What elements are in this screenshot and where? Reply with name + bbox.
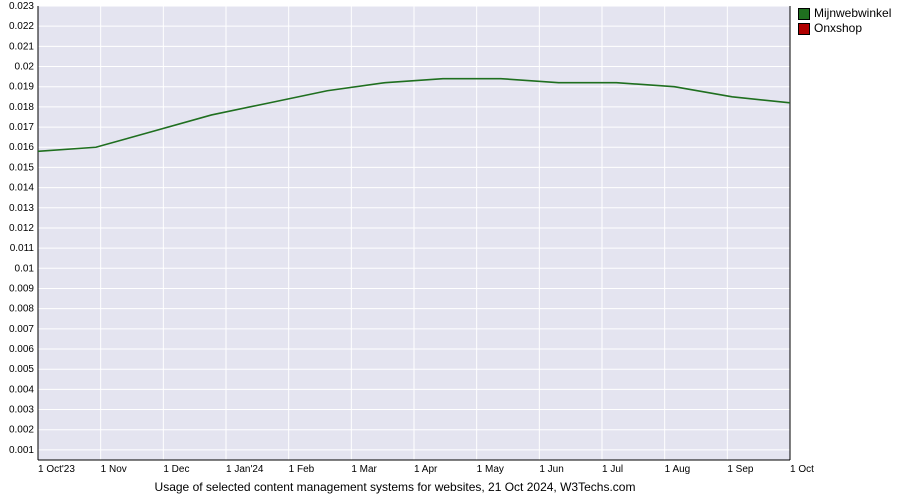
svg-text:1 Jul: 1 Jul: [602, 464, 623, 475]
legend-label: Onxshop: [814, 21, 862, 36]
chart-caption: Usage of selected content management sys…: [0, 480, 790, 494]
svg-text:1 Jun: 1 Jun: [539, 464, 563, 475]
legend-item: Onxshop: [798, 21, 891, 36]
svg-text:0.02: 0.02: [15, 62, 35, 73]
svg-text:0.023: 0.023: [9, 1, 34, 12]
legend-item: Mijnwebwinkel: [798, 6, 891, 21]
svg-text:0.016: 0.016: [9, 142, 34, 153]
svg-text:1 Oct'23: 1 Oct'23: [38, 464, 75, 475]
line-chart: 0.001 0.002 0.003 0.004 0.005 0.006 0.007 0.008…: [0, 0, 900, 500]
svg-text:1 Sep: 1 Sep: [727, 464, 754, 475]
svg-text:0.022: 0.022: [9, 21, 34, 32]
svg-text:1 Mar: 1 Mar: [351, 464, 377, 475]
svg-text:0.001: 0.001: [9, 445, 34, 456]
svg-text:0.005: 0.005: [9, 364, 34, 375]
svg-text:0.017: 0.017: [9, 122, 34, 133]
svg-text:0.013: 0.013: [9, 203, 34, 214]
svg-text:0.002: 0.002: [9, 425, 34, 436]
svg-text:1 Feb: 1 Feb: [289, 464, 315, 475]
chart-container: 0.001 0.002 0.003 0.004 0.005 0.006 0.007 0.008…: [0, 0, 900, 500]
legend-swatch-icon: [798, 23, 810, 35]
svg-text:0.01: 0.01: [15, 263, 35, 274]
svg-text:1 Aug: 1 Aug: [665, 464, 691, 475]
legend-swatch-icon: [798, 8, 810, 20]
svg-text:0.011: 0.011: [10, 243, 35, 254]
svg-text:0.006: 0.006: [9, 344, 34, 355]
svg-text:0.014: 0.014: [9, 183, 34, 194]
svg-text:0.003: 0.003: [9, 405, 34, 416]
svg-text:0.019: 0.019: [9, 82, 34, 93]
svg-text:1 Nov: 1 Nov: [101, 464, 127, 475]
legend-label: Mijnwebwinkel: [814, 6, 891, 21]
svg-text:0.009: 0.009: [9, 283, 34, 294]
svg-text:0.021: 0.021: [9, 41, 34, 52]
svg-text:0.012: 0.012: [9, 223, 34, 234]
svg-text:1 Dec: 1 Dec: [163, 464, 189, 475]
svg-text:0.007: 0.007: [9, 324, 34, 335]
svg-text:0.018: 0.018: [9, 102, 34, 113]
svg-text:1 Oct: 1 Oct: [790, 464, 814, 475]
svg-text:1 Jan'24: 1 Jan'24: [226, 464, 264, 475]
svg-text:0.004: 0.004: [9, 384, 34, 395]
svg-text:0.015: 0.015: [9, 162, 34, 173]
legend: Mijnwebwinkel Onxshop: [798, 6, 891, 36]
svg-text:0.008: 0.008: [9, 304, 34, 315]
svg-text:1 Apr: 1 Apr: [414, 464, 438, 475]
svg-text:1 May: 1 May: [477, 464, 504, 475]
